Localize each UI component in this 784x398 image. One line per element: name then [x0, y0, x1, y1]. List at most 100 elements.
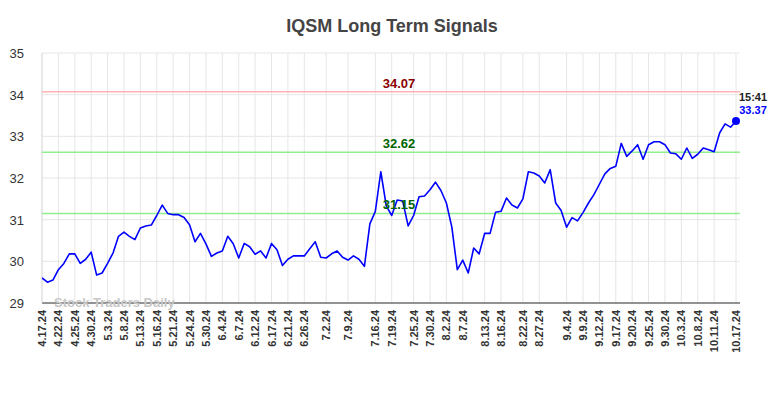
grid-line	[375, 53, 376, 303]
grid-line	[156, 53, 157, 303]
x-tick-label: 10.17.24	[730, 309, 742, 353]
chart: IQSM Long Term Signals 29 30 31 32 33 34 35 4.17…	[0, 0, 784, 398]
grid-line	[74, 53, 75, 303]
x-tick-label: 9.17.24	[610, 309, 622, 347]
x-tick-label: 8.27.24	[533, 309, 545, 347]
x-tick-label: 10.8.24	[692, 309, 704, 347]
y-tick-label: 35	[10, 46, 24, 61]
grid-line	[255, 53, 256, 303]
x-tick-label: 5.8.24	[118, 309, 130, 340]
grid-line	[173, 53, 174, 303]
x-tick-label: 6.17.24	[266, 309, 278, 347]
x-tick-label: 7.19.24	[386, 309, 398, 347]
grid-line	[484, 53, 485, 303]
x-tick-label: 5.16.24	[151, 309, 163, 347]
y-tick-label: 31	[10, 213, 24, 228]
grid-line	[648, 53, 649, 303]
grid-line	[58, 53, 59, 303]
y-tick-label: 30	[10, 254, 24, 269]
x-tick-label: 4.25.24	[69, 309, 81, 347]
last-time: 15:41	[739, 91, 767, 103]
reference-line	[42, 91, 740, 93]
grid-line	[42, 219, 740, 220]
watermark: Stock Traders Daily	[54, 295, 175, 310]
grid-line	[539, 53, 540, 303]
reference-label: 34.07	[383, 76, 416, 91]
x-tick-label: 8.2.24	[440, 309, 452, 340]
x-tick-label: 4.30.24	[85, 309, 97, 347]
x-tick-label: 5.30.24	[200, 309, 212, 347]
last-value: 33.37	[739, 104, 767, 116]
y-tick-label: 34	[10, 88, 24, 103]
x-tick-label: 7.16.24	[369, 309, 381, 347]
reference-label: 31.15	[383, 197, 416, 212]
grid-line	[91, 53, 92, 303]
grid-line	[42, 53, 43, 303]
x-tick-label: 7.2.24	[320, 309, 332, 340]
grid-line	[599, 53, 600, 303]
x-tick-label: 4.22.24	[52, 309, 64, 347]
y-tick-label: 32	[10, 171, 24, 186]
x-tick-label: 6.12.24	[249, 309, 261, 347]
grid-line	[736, 53, 737, 303]
grid-line	[42, 53, 740, 54]
x-tick-label: 10.3.24	[675, 309, 687, 347]
grid-line	[681, 53, 682, 303]
grid-line	[348, 53, 349, 303]
grid-line	[140, 53, 141, 303]
x-tick-label: 8.7.24	[457, 309, 469, 340]
x-tick-label: 6.21.24	[282, 309, 294, 347]
price-line	[42, 121, 736, 282]
grid-line	[205, 53, 206, 303]
x-tick-label: 8.22.24	[517, 309, 529, 347]
x-tick-label: 6.26.24	[298, 309, 310, 347]
x-tick-label: 9.30.24	[659, 309, 671, 347]
last-point	[732, 117, 740, 125]
x-tick-label: 4.17.24	[36, 309, 48, 347]
grid-line	[429, 53, 430, 303]
x-tick-label: 9.20.24	[626, 309, 638, 347]
grid-line	[238, 53, 239, 303]
x-tick-label: 5.13.24	[134, 309, 146, 347]
grid-line	[287, 53, 288, 303]
x-tick-label: 7.9.24	[342, 309, 354, 340]
grid-line	[632, 53, 633, 303]
x-tick-label: 8.13.24	[479, 309, 491, 347]
grid-line	[42, 261, 740, 262]
grid-line	[615, 53, 616, 303]
grid-line	[462, 53, 463, 303]
plot-area	[42, 92, 740, 282]
grid-line	[664, 53, 665, 303]
grid-line	[566, 53, 567, 303]
y-tick-label: 29	[10, 296, 24, 311]
grid-line	[222, 53, 223, 303]
x-tick-label: 9.25.24	[643, 309, 655, 347]
x-tick-label: 9.4.24	[561, 309, 573, 340]
x-tick-label: 9.12.24	[593, 309, 605, 347]
x-tick-label: 7.30.24	[424, 309, 436, 347]
grid-line	[501, 53, 502, 303]
grid-line	[271, 53, 272, 303]
grid-line	[189, 53, 190, 303]
reference-line	[42, 151, 740, 153]
grid-line	[304, 53, 305, 303]
grid-line	[123, 53, 124, 303]
x-tick-label: 6.4.24	[216, 309, 228, 340]
y-tick-label: 33	[10, 129, 24, 144]
reference-label: 32.62	[383, 136, 416, 151]
title: IQSM Long Term Signals	[286, 16, 498, 36]
grid-line	[42, 178, 740, 179]
grid-line	[582, 53, 583, 303]
y-axis	[42, 53, 43, 303]
x-tick-label: 5.24.24	[184, 309, 196, 347]
x-tick-label: 5.21.24	[167, 309, 179, 347]
grid-line	[326, 53, 327, 303]
x-tick-label: 10.11.24	[708, 309, 720, 352]
x-tick-label: 6.7.24	[233, 309, 245, 340]
grid-line	[697, 53, 698, 303]
x-tick-label: 7.25.24	[408, 309, 420, 347]
x-tick-label: 9.9.24	[577, 309, 589, 340]
grid-line	[42, 94, 740, 95]
grid-line	[714, 53, 715, 303]
grid-line	[446, 53, 447, 303]
